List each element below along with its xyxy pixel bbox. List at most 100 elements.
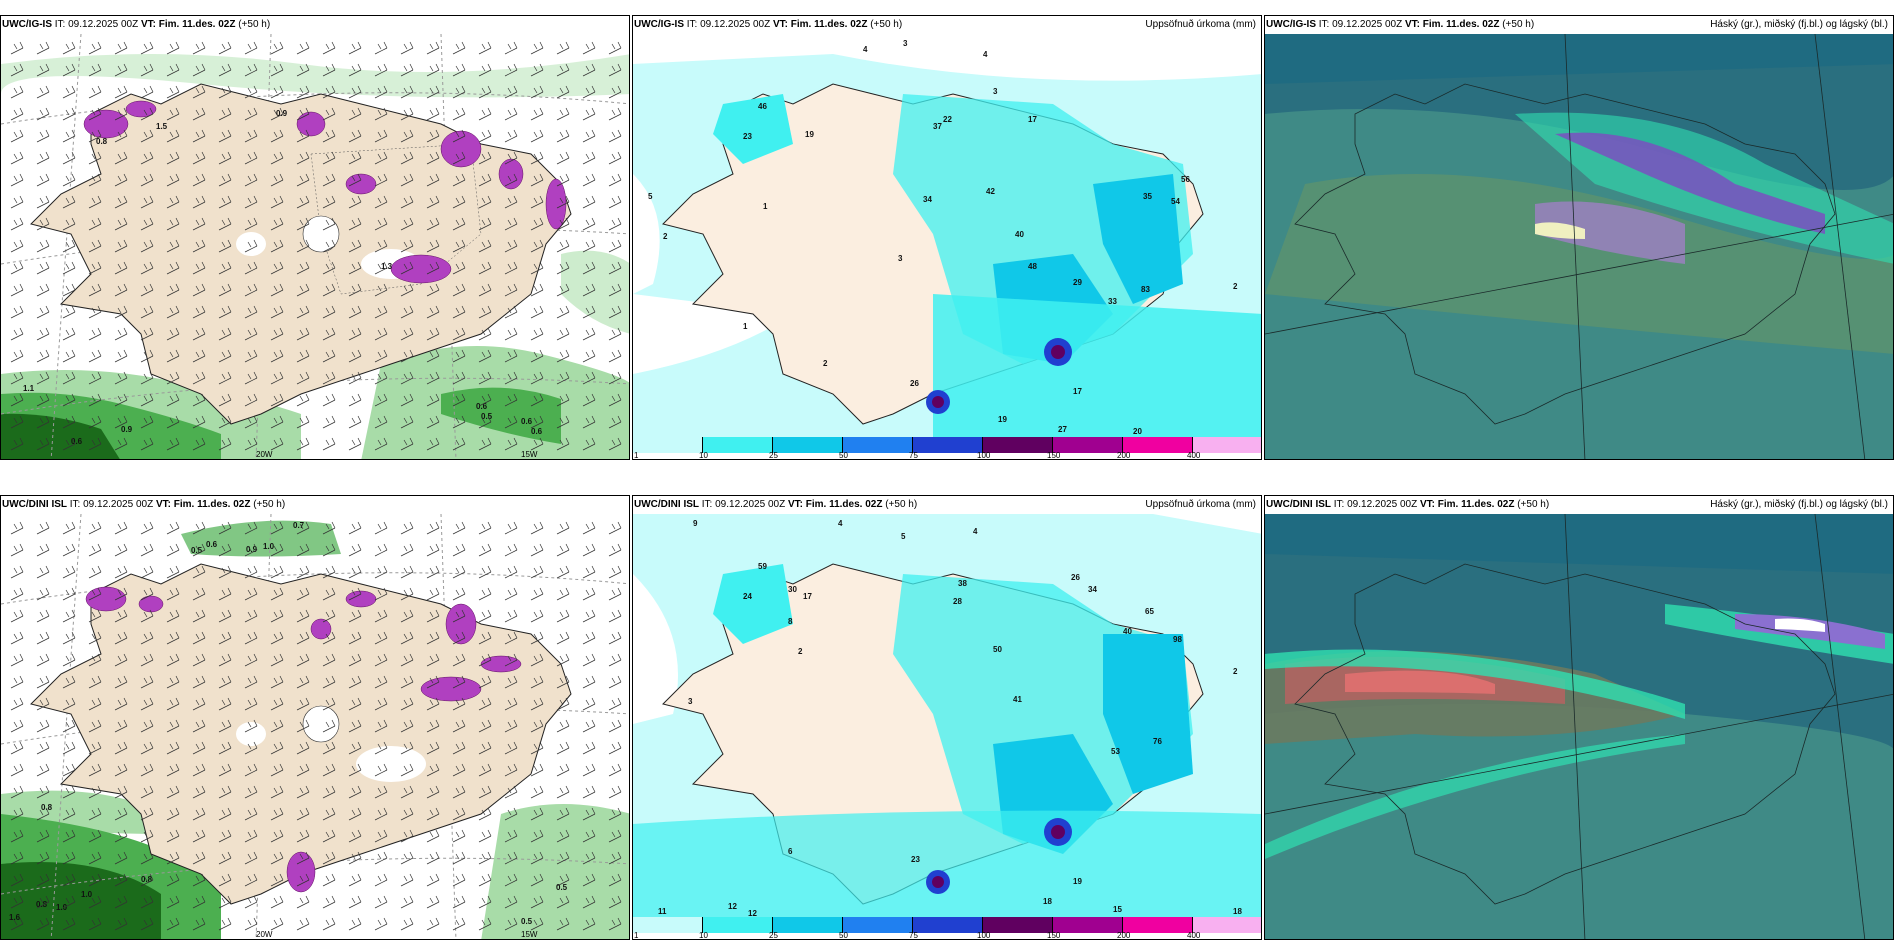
wind-barb: [582, 631, 596, 645]
wind-barb: [114, 917, 128, 931]
wind-barb: [504, 609, 518, 623]
wind-barb: [556, 437, 570, 451]
wind-barb: [400, 631, 414, 645]
wind-barb: [400, 327, 414, 341]
wind-barb: [374, 521, 388, 535]
wind-barb: [504, 631, 518, 645]
colorbar-label: 25: [769, 451, 778, 460]
wind-barb: [530, 129, 544, 143]
wind-barb: [374, 785, 388, 799]
wind-barb: [322, 349, 336, 363]
wind-barb: [556, 85, 570, 99]
wind-barb: [452, 63, 466, 77]
colorbar-swatch: [1053, 917, 1123, 933]
wind-barb: [62, 851, 76, 865]
wind-barb: [62, 829, 76, 843]
wind-barb: [582, 829, 596, 843]
wind-barb: [244, 521, 258, 535]
wind-barb: [400, 741, 414, 755]
wind-barb: [348, 807, 362, 821]
wind-barb: [114, 261, 128, 275]
wind-barb: [114, 785, 128, 799]
wind-barb: [478, 261, 492, 275]
wind-barb: [400, 917, 414, 931]
wind-barb: [348, 631, 362, 645]
wind-barb: [322, 415, 336, 429]
wind-barb: [88, 719, 102, 733]
wind-barb: [426, 371, 440, 385]
wind-barb: [504, 217, 518, 231]
wind-barb: [192, 807, 206, 821]
wind-barb: [140, 173, 154, 187]
wind-barb: [36, 829, 50, 843]
wind-barb: [530, 63, 544, 77]
wind-barb: [452, 785, 466, 799]
wind-barb: [88, 763, 102, 777]
colorbar-swatch: [633, 917, 703, 933]
wind-barb: [36, 697, 50, 711]
wind-barb: [140, 609, 154, 623]
wind-barb: [270, 609, 284, 623]
wind-barb: [192, 543, 206, 557]
precip-val: 19: [1073, 877, 1082, 886]
wind-barb: [218, 521, 232, 535]
precip-val: 34: [923, 195, 932, 204]
wind-barb: [36, 917, 50, 931]
wind-barb: [322, 741, 336, 755]
wind-barb: [530, 829, 544, 843]
wind-barb: [608, 173, 622, 187]
wind-barb: [192, 239, 206, 253]
wind-barb: [374, 741, 388, 755]
wind-barb: [296, 129, 310, 143]
wind-barb: [582, 393, 596, 407]
wind-barb: [608, 917, 622, 931]
wind-barb: [140, 305, 154, 319]
wind-barb: [504, 587, 518, 601]
wind-barb: [400, 371, 414, 385]
wind-barb: [218, 785, 232, 799]
wind-barb: [166, 675, 180, 689]
wind-barb: [36, 107, 50, 121]
wind-barb: [244, 371, 258, 385]
p4-val: 1.0: [81, 890, 93, 899]
wind-barb: [608, 217, 622, 231]
wind-barb: [478, 807, 492, 821]
wind-barb: [218, 261, 232, 275]
lon-label-20w: 20W: [256, 450, 273, 459]
wind-barb: [556, 719, 570, 733]
wind-barb: [374, 587, 388, 601]
wind-barb: [426, 565, 440, 579]
wind-barb: [530, 239, 544, 253]
colorbar-swatch: [913, 437, 983, 453]
wind-barb: [62, 371, 76, 385]
precip-val: 35: [1143, 192, 1152, 201]
wind-barb: [62, 415, 76, 429]
colorbar-label: 50: [839, 451, 848, 460]
wind-barb: [400, 587, 414, 601]
wind-barb: [114, 151, 128, 165]
wind-barb: [582, 327, 596, 341]
wind-barb: [530, 565, 544, 579]
precip-val: 38: [958, 579, 967, 588]
wind-barb: [270, 261, 284, 275]
wind-barb: [400, 63, 414, 77]
wind-barb: [140, 653, 154, 667]
wind-barb: [244, 327, 258, 341]
wind-barb: [504, 349, 518, 363]
wind-barb: [504, 393, 518, 407]
wind-barb: [426, 283, 440, 297]
wind-barb: [322, 521, 336, 535]
wind-barb: [322, 609, 336, 623]
wind-barb: [426, 697, 440, 711]
wind-barb: [296, 785, 310, 799]
wind-barb: [322, 173, 336, 187]
wind-barb: [374, 261, 388, 275]
wind-barb: [374, 195, 388, 209]
wind-barb: [348, 85, 362, 99]
wind-barb: [556, 763, 570, 777]
wind-barb: [192, 437, 206, 451]
wind-barb: [556, 543, 570, 557]
wind-barb: [296, 195, 310, 209]
wind-barb: [270, 437, 284, 451]
wind-barb: [192, 85, 206, 99]
